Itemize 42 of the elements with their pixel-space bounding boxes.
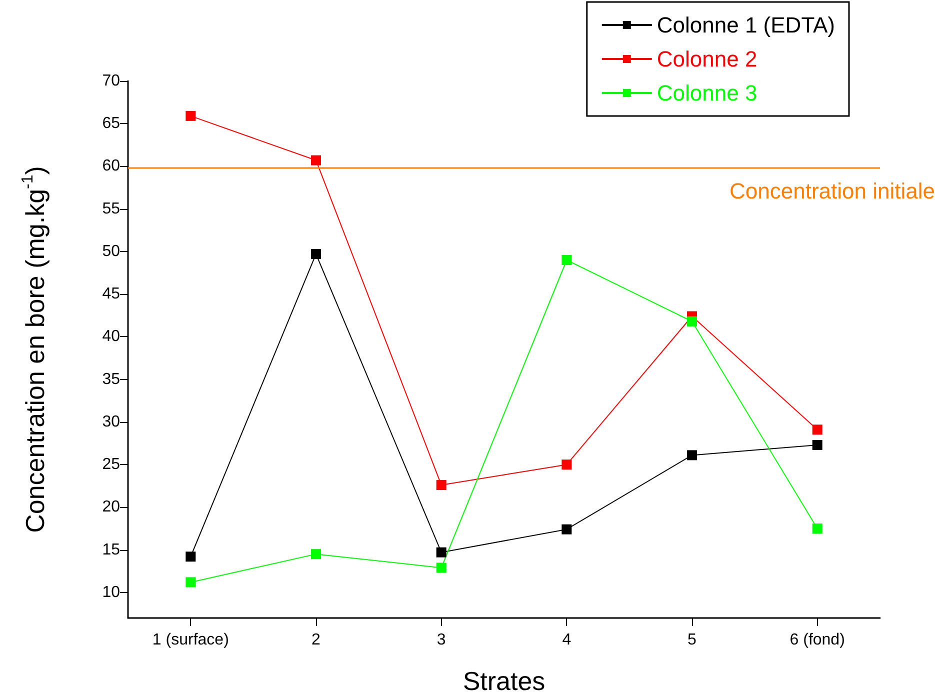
y-tick-label: 65 [102,115,120,132]
y-tick-label: 35 [102,370,120,388]
x-tick-label: 3 [436,632,446,648]
point [311,155,321,166]
y-tick-label: 15 [102,541,120,558]
point [812,424,822,435]
point [687,316,697,326]
legend-label: Colonne 1 (EDTA) [656,12,836,38]
y-tick-label: 60 [102,158,120,175]
x-tick-label: 1 (surface) [152,632,229,648]
x-tick-label: 4 [562,632,572,648]
ref-line-label: Concentration initiale [730,178,935,204]
x-axis-title: Strates [462,666,546,696]
x-tick-label: 6 (fond) [790,632,845,648]
y-tick-label: 70 [102,72,120,90]
point [436,480,446,490]
point [186,577,196,588]
point [562,524,572,534]
point [562,255,572,265]
point [562,460,572,470]
x-tick-label: 5 [688,632,697,648]
y-tick-label: 10 [102,584,120,601]
point [687,450,697,460]
point [186,110,196,121]
point [812,524,822,534]
point [436,562,446,573]
y-tick-label: 50 [102,242,120,260]
point [812,440,822,450]
point [436,547,446,558]
y-tick-label: 20 [102,498,120,516]
legend-label: Colonne 2 [656,46,758,72]
y-tick-label: 55 [102,200,120,218]
point [186,552,196,562]
y-tick-label: 25 [102,456,120,474]
point [311,549,321,560]
y-tick-label: 30 [102,413,120,430]
y-axis-title: Concentration en bore (mg.kg-1) [20,166,50,533]
y-tick-label: 45 [102,286,120,303]
x-tick-label: 2 [312,632,321,648]
legend-label: Colonne 3 [656,80,758,106]
point [311,249,321,260]
y-tick-label: 40 [102,328,120,346]
